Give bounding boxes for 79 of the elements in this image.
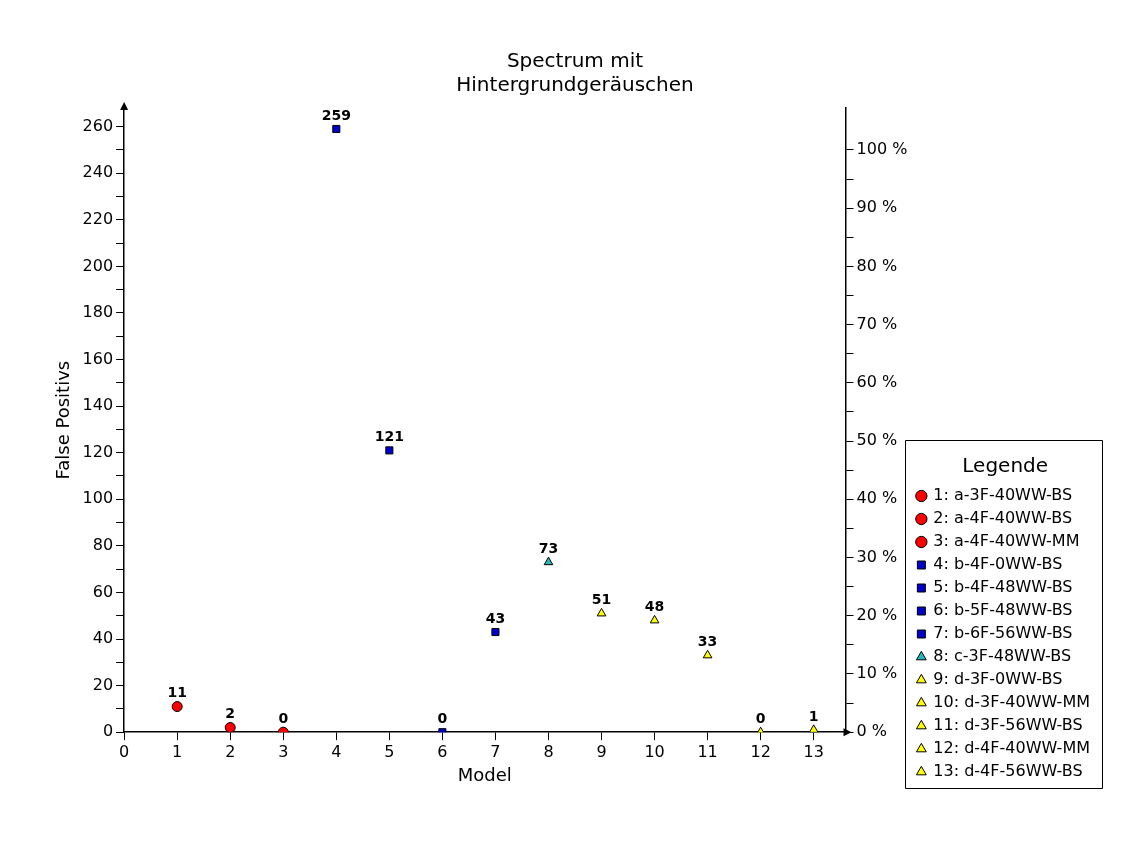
legend-label: 10: d-3F-40WW-MM — [933, 692, 1090, 712]
y2-tick-label: 60 % — [856, 371, 898, 391]
y-tick-label: 200 — [82, 255, 114, 275]
x-tick-label: 12 — [750, 741, 771, 761]
y-tick-label: 140 — [82, 395, 114, 415]
y-tick-label: 40 — [92, 628, 114, 648]
data-label: 121 — [374, 428, 404, 445]
data-label: 0 — [755, 709, 766, 726]
legend-label: 8: c-3F-48WW-BS — [933, 646, 1072, 666]
y2-tick-label: 0 % — [856, 721, 887, 741]
y2-tick-label: 100 % — [856, 139, 908, 159]
x-tick-label: 7 — [490, 741, 501, 761]
legend-label: 4: b-4F-0WW-BS — [933, 554, 1063, 574]
y-tick-label: 100 — [82, 488, 114, 508]
data-label: 43 — [485, 609, 506, 626]
y-axis-title: False Positivs — [52, 360, 74, 480]
point — [649, 614, 660, 624]
point — [491, 628, 500, 637]
y-tick-label: 0 — [102, 721, 114, 741]
legend-title: Legende — [962, 453, 1049, 478]
x-tick-label: 13 — [803, 741, 824, 761]
data-label: 1 — [808, 707, 819, 724]
point — [224, 722, 236, 733]
legend-label: 1: a-3F-40WW-BS — [933, 485, 1073, 505]
legend-label: 12: d-4F-40WW-MM — [933, 738, 1090, 758]
x-tick-label: 2 — [225, 741, 236, 761]
y-tick-label: 260 — [82, 115, 114, 135]
y-tick-label: 60 — [92, 581, 114, 601]
y2-tick-label: 10 % — [856, 663, 898, 683]
point — [385, 446, 394, 455]
point — [171, 701, 183, 713]
x-tick-label: 6 — [437, 741, 448, 761]
data-label: 0 — [437, 709, 448, 726]
x-axis-title: Model — [457, 763, 512, 785]
y-tick-label: 180 — [82, 302, 114, 322]
y-tick-label: 160 — [82, 348, 114, 368]
y-tick-label: 240 — [82, 162, 114, 182]
legend-label: 2: a-4F-40WW-BS — [933, 508, 1073, 528]
y2-tick-label: 50 % — [856, 430, 898, 450]
chart-title: Spectrum mit Hintergrundgeräuschen — [456, 48, 694, 97]
x-tick-label: 0 — [119, 741, 130, 761]
point — [332, 124, 341, 133]
x-tick-label: 3 — [278, 741, 289, 761]
data-label: 33 — [697, 632, 718, 649]
data-label: 48 — [644, 598, 665, 615]
legend-label: 6: b-5F-48WW-BS — [933, 600, 1073, 620]
y2-tick-label: 30 % — [856, 546, 898, 566]
x-tick-label: 1 — [172, 741, 183, 761]
point — [808, 724, 819, 733]
data-label: 2 — [225, 705, 236, 722]
point — [596, 607, 607, 617]
y-tick-label: 220 — [82, 208, 114, 228]
x-tick-label: 11 — [697, 741, 718, 761]
y-tick-label: 80 — [92, 535, 114, 555]
legend-label: 13: d-4F-56WW-BS — [933, 761, 1083, 781]
data-label: 0 — [278, 709, 289, 726]
data-label: 11 — [167, 684, 187, 701]
legend-label: 3: a-4F-40WW-MM — [933, 531, 1080, 551]
y-tick-label: 120 — [82, 441, 114, 461]
y2-tick-label: 90 % — [856, 197, 898, 217]
x-tick-label: 5 — [384, 741, 395, 761]
legend-label: 9: d-3F-0WW-BS — [933, 669, 1063, 689]
x-tick-label: 10 — [644, 741, 665, 761]
point — [702, 649, 713, 659]
legend-label: 7: b-6F-56WW-BS — [933, 623, 1073, 643]
data-label: 51 — [591, 591, 612, 608]
data-label: 73 — [538, 539, 559, 556]
point — [543, 556, 554, 566]
x-tick-label: 8 — [543, 741, 554, 761]
x-tick-label: 9 — [596, 741, 607, 761]
y2-tick-label: 40 % — [856, 488, 898, 508]
y2-tick-label: 80 % — [856, 255, 898, 275]
data-label: 259 — [321, 106, 351, 123]
x-tick-label: 4 — [331, 741, 342, 761]
legend-label: 11: d-3F-56WW-BS — [933, 715, 1083, 735]
legend-label: 5: b-4F-48WW-BS — [933, 577, 1073, 597]
y2-tick-label: 20 % — [856, 604, 898, 624]
y2-tick-label: 70 % — [856, 313, 898, 333]
y-tick-label: 20 — [92, 674, 114, 694]
